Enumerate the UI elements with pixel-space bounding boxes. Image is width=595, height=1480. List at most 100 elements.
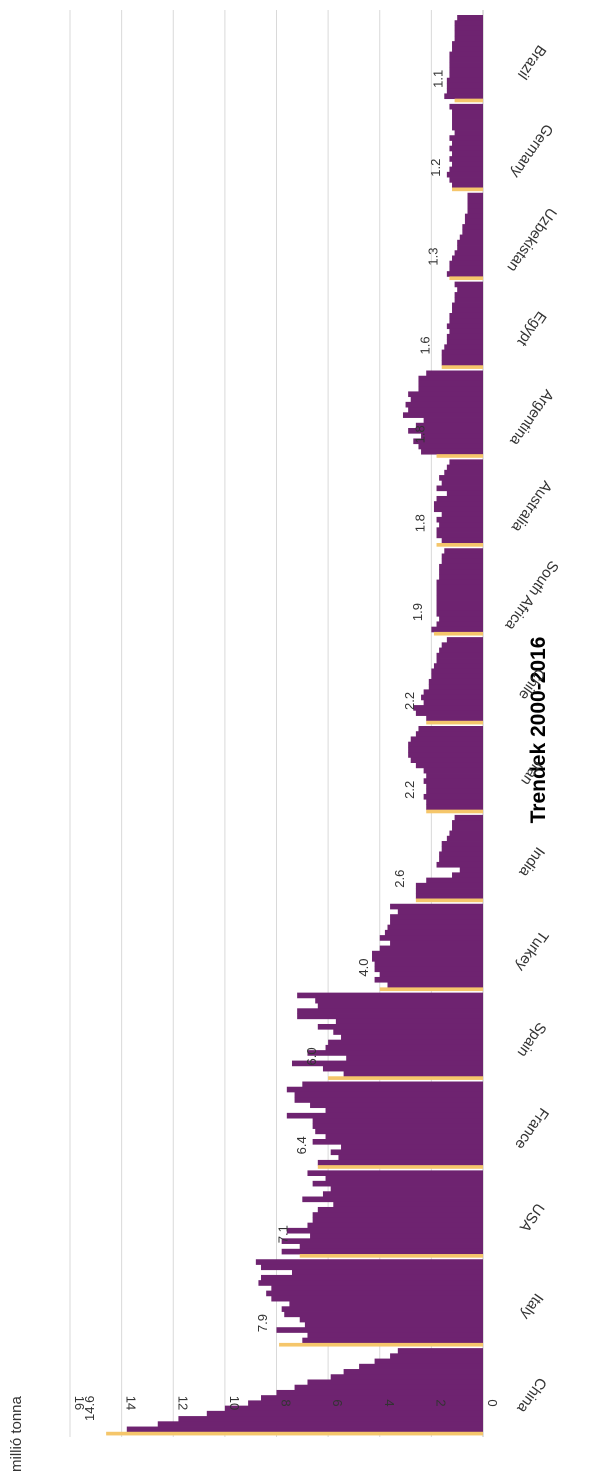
bar xyxy=(379,945,483,952)
bar xyxy=(374,966,483,973)
bar xyxy=(452,46,483,52)
data-label: 7.9 xyxy=(255,1314,270,1332)
bar xyxy=(441,553,483,560)
bar xyxy=(341,1144,483,1150)
bar xyxy=(307,1332,483,1339)
bar xyxy=(418,726,483,732)
bar xyxy=(413,705,483,711)
bar xyxy=(446,323,483,330)
category-label: Germany xyxy=(507,121,557,182)
bar xyxy=(307,1222,483,1229)
bar xyxy=(439,574,483,581)
bar xyxy=(302,1196,483,1203)
bar xyxy=(302,1337,483,1344)
bar xyxy=(441,349,483,356)
bar xyxy=(423,778,483,784)
y-tick-label: 16 xyxy=(72,1396,87,1410)
bar xyxy=(307,1379,483,1386)
bar xyxy=(255,1259,483,1265)
bar xyxy=(452,872,483,879)
bar xyxy=(439,647,483,654)
bar xyxy=(415,731,483,737)
bar xyxy=(449,56,483,63)
bar xyxy=(423,689,483,696)
bar xyxy=(452,109,483,115)
category-label: India xyxy=(515,844,548,881)
bar xyxy=(446,88,483,94)
bar-latest-uzbekistan xyxy=(449,276,483,281)
bar xyxy=(441,511,483,518)
bar xyxy=(449,312,483,319)
bar xyxy=(454,25,483,32)
bar-latest-iran xyxy=(426,809,483,814)
category-label: Turkey xyxy=(511,927,551,974)
bar xyxy=(452,124,483,131)
bar xyxy=(312,1123,483,1129)
bar xyxy=(418,375,483,382)
data-label: 4.0 xyxy=(356,959,371,977)
bar xyxy=(467,192,483,199)
bar xyxy=(346,1055,483,1061)
bar xyxy=(462,229,483,235)
bar xyxy=(452,255,483,262)
bar xyxy=(436,485,483,492)
bar xyxy=(426,799,483,805)
bar xyxy=(286,1086,483,1093)
bar xyxy=(449,830,483,837)
bar xyxy=(415,762,483,769)
bar xyxy=(297,1013,483,1020)
y-tick-label: 0 xyxy=(485,1399,500,1406)
bar xyxy=(439,569,483,575)
bar xyxy=(258,1280,483,1286)
bar xyxy=(271,1285,483,1292)
bar xyxy=(343,1071,483,1077)
y-tick-label: 10 xyxy=(227,1396,242,1410)
bar xyxy=(459,234,483,241)
bar xyxy=(286,1112,483,1119)
data-label: 6.0 xyxy=(304,1047,319,1065)
bar xyxy=(441,537,483,544)
category-label: Spain xyxy=(514,1019,550,1060)
bar xyxy=(178,1416,483,1422)
bar xyxy=(423,793,483,800)
bar xyxy=(294,1384,483,1391)
bar xyxy=(428,678,483,685)
category-label: Brazil xyxy=(514,42,549,82)
bar xyxy=(312,1139,483,1145)
bar xyxy=(408,746,483,753)
bar xyxy=(307,1050,483,1056)
bar xyxy=(446,835,483,842)
bar xyxy=(454,814,483,821)
bar xyxy=(291,1060,483,1067)
bar xyxy=(431,673,483,680)
bar xyxy=(467,203,483,209)
bar xyxy=(261,1274,483,1281)
bar xyxy=(291,1269,483,1276)
bar xyxy=(436,532,483,539)
bar xyxy=(322,1191,483,1197)
data-label: 1.8 xyxy=(413,425,428,443)
bar xyxy=(433,506,483,513)
bar-latest-turkey xyxy=(379,987,483,992)
bar xyxy=(436,861,483,868)
bar xyxy=(312,1212,483,1218)
category-label: Uzbekistan xyxy=(503,205,559,276)
bar xyxy=(436,600,483,607)
bar xyxy=(415,893,483,899)
bar xyxy=(390,903,483,910)
bar xyxy=(390,1353,483,1359)
bar xyxy=(426,773,483,779)
bar xyxy=(322,1065,483,1072)
bar xyxy=(374,976,483,983)
bar xyxy=(452,825,483,831)
bar xyxy=(441,841,483,847)
bar xyxy=(338,1154,483,1161)
y-tick-label: 6 xyxy=(330,1399,345,1406)
y-tick-label: 14 xyxy=(124,1396,139,1410)
bar xyxy=(299,1316,483,1323)
bar-latest-australia xyxy=(436,543,483,547)
bar xyxy=(439,563,483,570)
bar-latest-germany xyxy=(452,187,483,192)
bar xyxy=(294,1091,483,1098)
bar xyxy=(431,668,483,675)
